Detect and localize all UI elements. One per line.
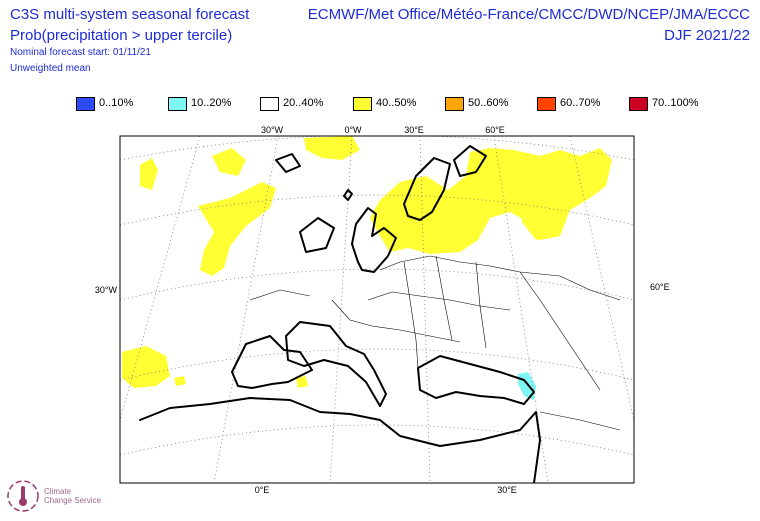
graticule: [120, 136, 634, 483]
legend-label: 0..10%: [99, 97, 134, 109]
forecast-start-label: Nominal forecast start: 01/11/21: [10, 47, 151, 58]
copernicus-climate-logo: Climate Change Service: [6, 478, 116, 516]
tick-left-30w: 30°W: [95, 285, 118, 295]
legend-swatch-3: [353, 97, 372, 111]
title-line-2: Prob(precipitation > upper tercile): [10, 27, 233, 44]
legend-swatch-4: [445, 97, 464, 111]
tick-top-30w: 30°W: [261, 125, 284, 135]
legend-label: 40..50%: [376, 97, 417, 109]
title-line-1: C3S multi-system seasonal forecast: [10, 6, 250, 23]
thermometer-logo-icon: [7, 480, 39, 512]
tick-bottom-0e: 0°E: [255, 485, 270, 495]
logo-text-line-1: Climate: [44, 487, 72, 496]
logo-text-line-2: Change Service: [44, 496, 101, 505]
tick-top-60e: 60°E: [485, 125, 505, 135]
legend-swatch-6: [629, 97, 648, 111]
legend-label: 70..100%: [652, 97, 699, 109]
season-label: DJF 2021/22: [664, 27, 750, 44]
map-frame: [119, 135, 635, 484]
legend-label: 50..60%: [468, 97, 509, 109]
weighting-label: Unweighted mean: [10, 63, 91, 74]
legend-label: 10..20%: [191, 97, 232, 109]
tick-top-30e: 30°E: [404, 125, 424, 135]
coastlines: [139, 145, 541, 483]
legend-label: 20..40%: [283, 97, 324, 109]
legend-swatch-1: [168, 97, 187, 111]
tick-top-0w: 0°W: [344, 125, 362, 135]
yellow-probability-areas: [122, 136, 612, 388]
legend-swatch-2: [260, 97, 279, 111]
logo-text: Climate Change Service: [44, 487, 101, 505]
tick-bottom-30e: 30°E: [497, 485, 517, 495]
legend-swatch-0: [76, 97, 95, 111]
country-borders: [249, 255, 621, 431]
cyan-probability-area: [518, 372, 536, 400]
providers-label: ECMWF/Met Office/Météo-France/CMCC/DWD/N…: [307, 6, 750, 23]
legend-swatch-5: [537, 97, 556, 111]
tick-right-60e: 60°E: [650, 282, 670, 292]
legend-label: 60..70%: [560, 97, 601, 109]
